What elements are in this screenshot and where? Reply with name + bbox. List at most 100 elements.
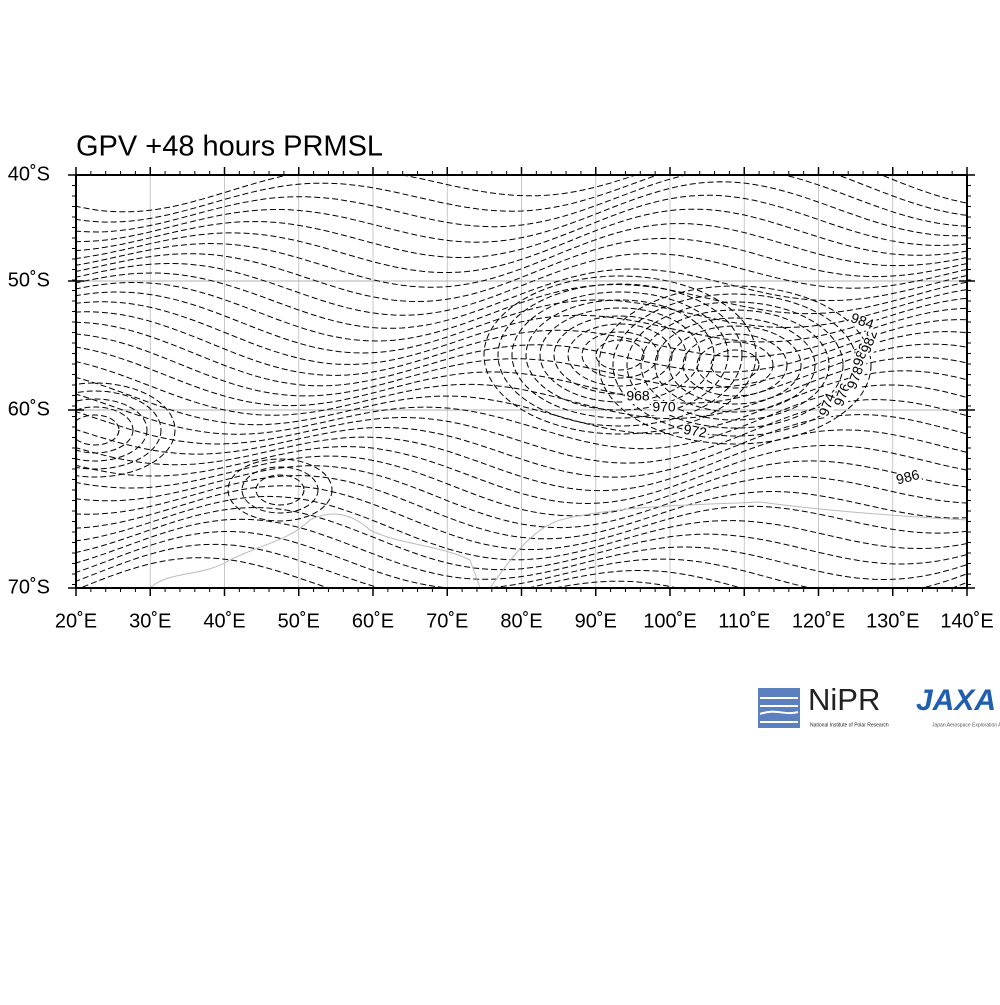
isobar-closed (76, 398, 148, 462)
isobar-closed (227, 458, 333, 522)
isobar (76, 208, 967, 273)
isobar (76, 319, 967, 387)
nipr-fulltext: National Institute of Polar Research (810, 722, 889, 728)
lon-label: 20˚E (55, 610, 97, 632)
isobar (76, 414, 967, 478)
isobar-closed (553, 315, 687, 395)
lon-label: 140˚E (940, 610, 993, 632)
contour-label: 982 (857, 328, 880, 356)
lon-label: 110˚E (718, 610, 770, 632)
isobar (76, 507, 967, 571)
contour-label-bg (847, 310, 877, 334)
isobar-closed (76, 414, 120, 446)
lat-label: 70˚S (8, 576, 50, 598)
isobar-closed (511, 291, 729, 419)
isobar (76, 181, 967, 243)
isobar (76, 370, 967, 435)
isobar-closed (76, 382, 176, 478)
lon-label: 80˚E (500, 610, 542, 632)
isobar-closed (581, 331, 659, 379)
isobar (76, 175, 967, 223)
isobar-closed (710, 349, 760, 381)
isobar-closed (241, 466, 319, 514)
isobar (76, 465, 967, 529)
isobar (76, 399, 967, 464)
nipr-emblem-stripes (759, 697, 799, 723)
isobar-closed (497, 283, 743, 427)
contour-label: 974 (815, 391, 838, 419)
isobars (76, 175, 967, 588)
isobar (76, 356, 967, 419)
contour-label-bg (680, 422, 710, 442)
isobar-closed (539, 307, 701, 403)
isobar (76, 530, 967, 588)
contour-label-bg (844, 363, 868, 393)
lon-label: 120˚E (792, 610, 845, 632)
isobar (78, 557, 680, 588)
isobar-closed (525, 299, 715, 411)
contour-label: 968 (626, 388, 650, 404)
nipr-logo: NiPR National Institute of Polar Researc… (758, 682, 889, 728)
lon-label: 50˚E (278, 610, 320, 632)
contour-label: 986 (894, 466, 921, 488)
contour-label-bg (816, 390, 840, 420)
nipr-text: NiPR (808, 682, 880, 717)
jaxa-logo: JAXA Japan Aerospace Exploration Agency (916, 684, 1000, 728)
contour-label-bg (858, 327, 882, 357)
isobar (76, 543, 967, 588)
isobar-closed (626, 301, 844, 429)
isobar (76, 237, 967, 303)
isobar (76, 495, 967, 561)
isobar-closed (76, 406, 134, 454)
lon-label: 100˚E (643, 610, 696, 632)
jaxa-fulltext: Japan Aerospace Exploration Agency (932, 722, 1000, 728)
isobar-closed (567, 323, 673, 387)
lat-label: 50˚S (8, 269, 50, 291)
axis-labels: 20˚E 30˚E 40˚E 50˚E 60˚E 70˚E 80˚E 90˚E 100˚E 110… (8, 163, 994, 632)
coastline (149, 501, 967, 588)
isobar (76, 194, 967, 258)
isobar (76, 429, 967, 492)
isobar-closed (696, 341, 774, 389)
isobar-closed (668, 325, 802, 405)
isobar (76, 307, 967, 376)
isobar-closed (76, 390, 162, 470)
isobar-closed (598, 285, 872, 445)
isobar-closed (595, 339, 645, 371)
contour-label-bg (893, 467, 923, 489)
frame-ticks (68, 167, 975, 596)
lon-label: 30˚E (129, 610, 171, 632)
isobar (76, 331, 967, 397)
isobar (76, 175, 967, 233)
isobar-closed (682, 333, 788, 397)
lon-label: 40˚E (203, 610, 245, 632)
isobar (76, 343, 967, 407)
isobar (76, 223, 967, 288)
title: GPV +48 hours PRMSL (76, 131, 383, 163)
isobar-closed (483, 275, 757, 435)
isobar (76, 253, 967, 316)
isobar-closed (654, 317, 816, 413)
contour-label-bg (651, 401, 677, 415)
isobar (76, 384, 967, 450)
lat-label: 40˚S (8, 163, 50, 185)
contour-label: 984 (849, 309, 877, 332)
lon-label: 130˚E (866, 610, 919, 632)
lon-label: 60˚E (352, 610, 394, 632)
isobar (76, 455, 967, 517)
contour-label-bg (625, 390, 651, 404)
isobar (76, 297, 967, 365)
lat-label: 60˚S (8, 398, 50, 420)
isobar (76, 485, 967, 551)
contour-label: 972 (682, 421, 708, 441)
isobar-closed (255, 474, 305, 506)
isobar (76, 444, 967, 505)
isobar (76, 175, 967, 213)
isobar (76, 518, 967, 581)
lon-label: 70˚E (426, 610, 468, 632)
jaxa-text: JAXA (916, 684, 996, 717)
isobar (76, 289, 967, 354)
